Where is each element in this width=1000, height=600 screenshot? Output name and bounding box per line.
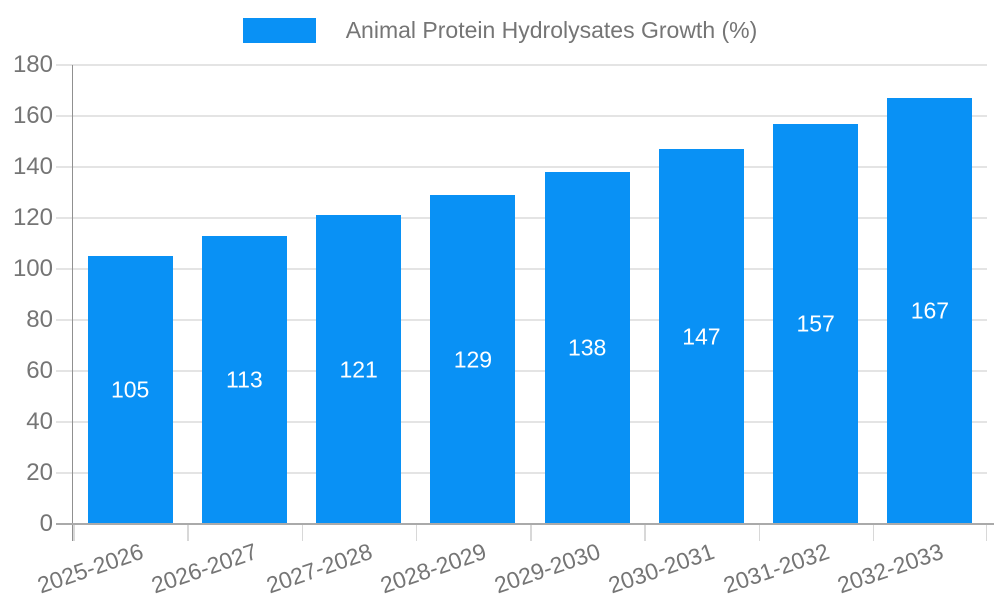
y-tick-mark [56,217,73,219]
x-tick-mark [644,524,646,541]
x-tick-label: 2027-2028 [262,538,376,599]
x-tick-mark [187,524,189,541]
y-tick-mark [56,64,73,66]
legend-swatch [242,17,316,43]
bar-value-label: 121 [339,356,378,383]
x-tick-mark [872,524,875,541]
x-tick-mark [301,524,303,541]
y-tick-label: 120 [12,204,53,231]
y-tick-mark [56,370,73,372]
bar-value-label: 113 [226,366,263,393]
legend-label: Animal Protein Hydrolysates Growth (%) [345,16,758,43]
x-tick-label: 2028-2029 [376,538,490,599]
y-tick-label: 40 [26,408,53,435]
gridline-y-180 [73,64,987,66]
y-tick-label: 20 [26,459,53,486]
y-tick-label: 140 [12,153,53,180]
y-tick-label: 160 [12,102,53,129]
bar-2025-2026: 105 [87,256,173,524]
y-tick-mark [56,268,73,270]
gridline-y-20 [73,472,987,474]
bar-value-label: 167 [910,297,950,324]
y-tick-mark [56,115,73,117]
x-tick-label: 2030-2031 [605,538,718,599]
x-tick-mark [758,524,760,541]
y-tick-mark [56,319,73,321]
y-tick-label: 80 [26,306,53,333]
x-tick-mark [985,524,987,541]
bar-2032-2033: 167 [887,98,973,524]
bar-value-label: 129 [453,346,493,373]
legend-item[interactable]: Animal Protein Hydrolysates Growth (%) [0,14,1000,46]
gridline-y-160 [73,115,987,117]
x-tick-label: 2029-2030 [491,538,604,599]
plot-area: 105 113 121 129 138 147 157 167 [56,64,987,541]
y-tick-mark [56,472,73,474]
y-tick-mark [56,166,73,168]
gridline-y-100 [73,268,987,270]
gridline-y-80 [73,319,987,321]
x-axis-line [56,523,994,525]
y-axis-line [71,65,73,541]
y-tick-label: 180 [12,51,53,78]
x-tick-label: 2031-2032 [719,538,833,599]
x-tick-label: 2026-2027 [148,538,261,599]
bar-2028-2029: 129 [430,195,516,524]
x-tick-mark [530,524,532,541]
bar-2027-2028: 121 [316,215,402,524]
x-tick-mark [415,524,418,541]
x-tick-mark [73,524,75,541]
bar-value-label: 138 [567,334,607,361]
bar-2031-2032: 157 [773,123,859,524]
y-tick-label: 0 [39,510,53,537]
gridline-y-120 [73,217,987,219]
bar-value-label: 105 [110,376,150,403]
y-tick-label: 60 [26,357,53,384]
bar-value-label: 147 [682,323,721,350]
x-tick-label: 2032-2033 [833,538,947,599]
bar-2029-2030: 138 [544,172,630,524]
bar-2030-2031: 147 [658,149,744,524]
y-tick-label: 100 [12,255,53,282]
gridline-y-60 [73,370,987,372]
bar-2026-2027: 113 [201,235,287,524]
gridline-y-140 [73,166,987,168]
gridline-y-40 [73,421,987,423]
x-tick-label: 2025-2026 [34,538,147,599]
y-tick-mark [56,421,73,423]
bar-value-label: 157 [796,310,835,337]
